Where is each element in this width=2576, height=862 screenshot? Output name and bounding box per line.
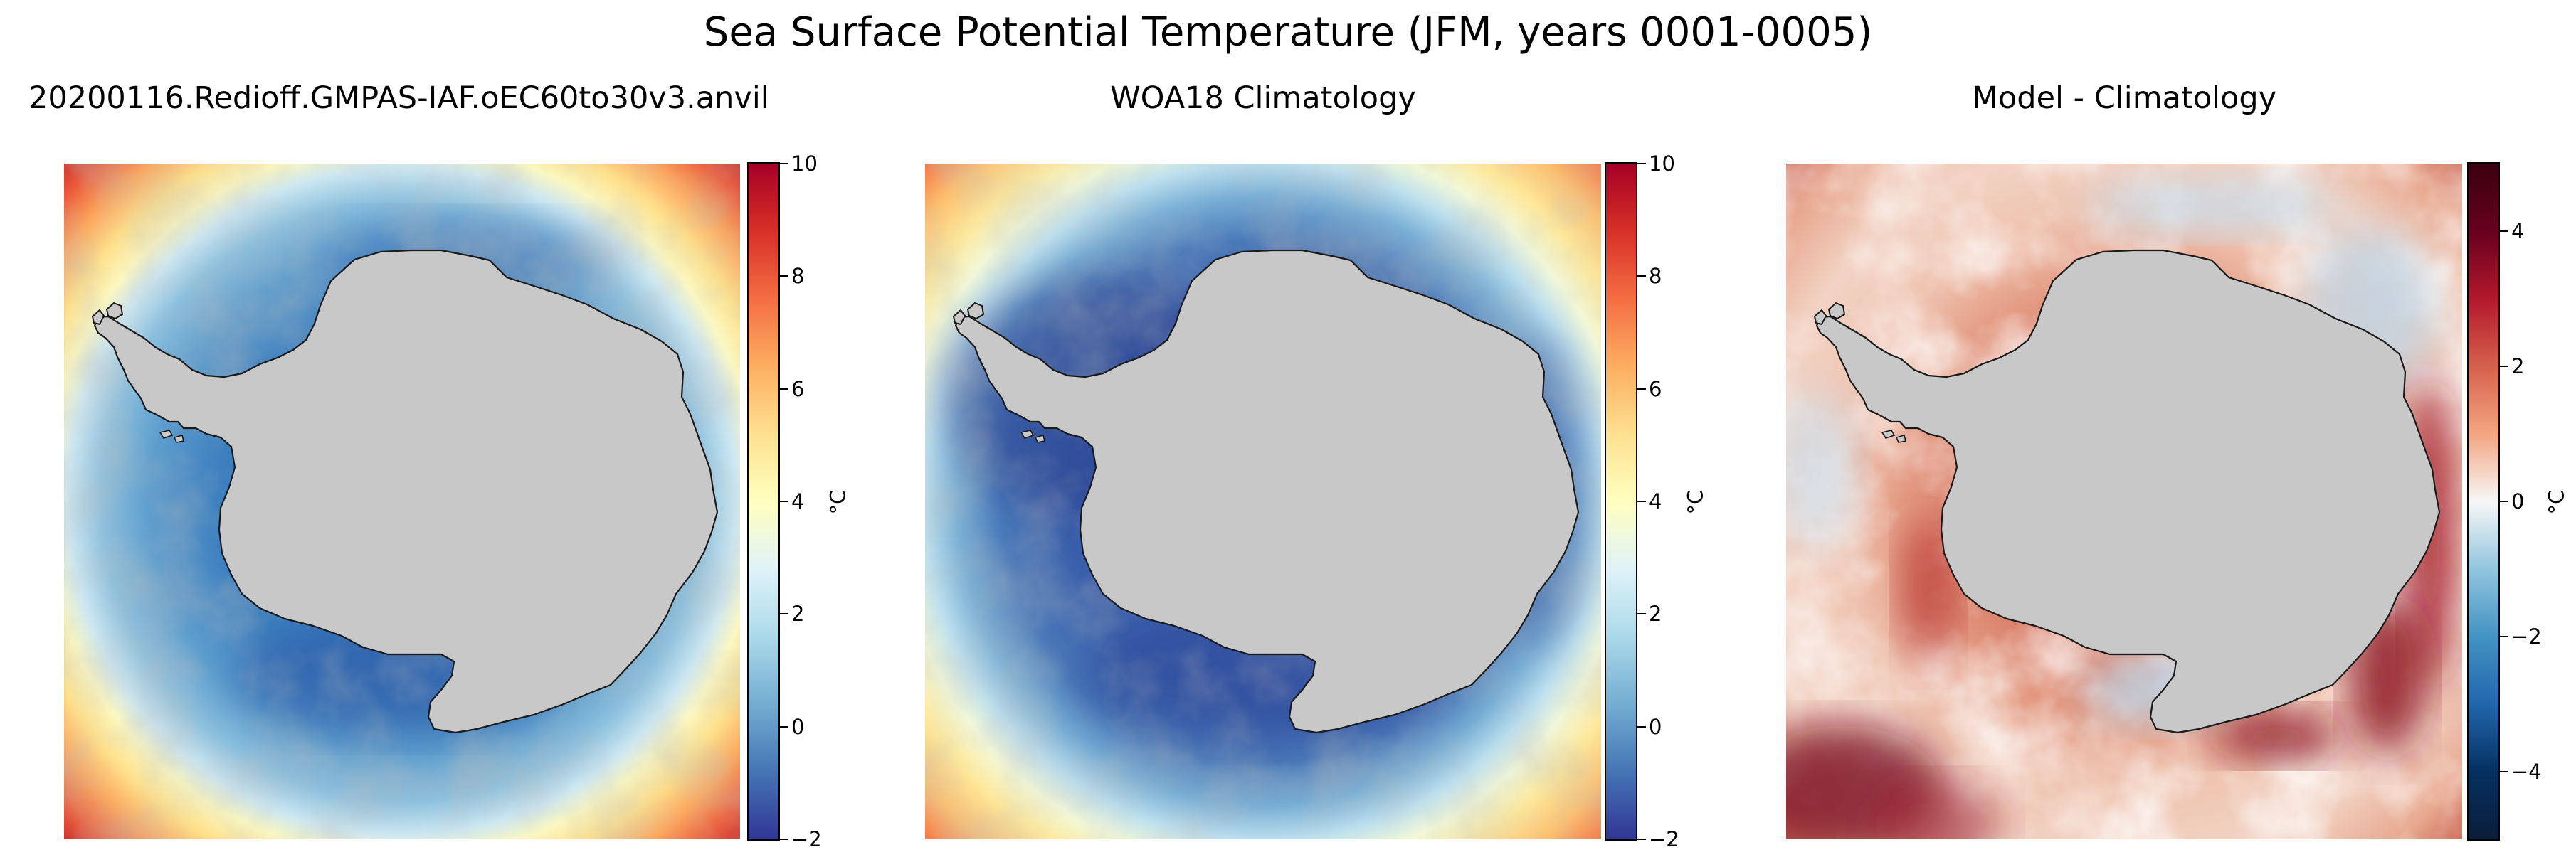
colorbar-tick-label: 2 — [1649, 602, 1662, 627]
colorbar-tick-label: 0 — [791, 714, 805, 739]
colorbar-difference-unit: °C — [2544, 489, 2569, 515]
colorbar-tick-label: 2 — [2511, 354, 2525, 378]
colorbar-tick-label: 0 — [1649, 714, 1662, 739]
colorbar-tick — [780, 725, 788, 728]
colorbar-tick-label: 8 — [791, 264, 805, 289]
colorbar-tick — [2500, 501, 2508, 502]
colorbar-tick — [780, 839, 788, 840]
colorbar-woa18 — [1605, 162, 1637, 841]
colorbar-tick — [780, 501, 788, 502]
colorbar-woa18-unit: °C — [1683, 489, 1708, 515]
colorbar-tick — [1637, 725, 1646, 728]
map-model-minus-climatology — [1786, 164, 2462, 839]
colorbar-tick — [780, 613, 788, 615]
colorbar-tick-label: −4 — [2511, 760, 2542, 784]
colorbar-tick-label: 6 — [791, 376, 805, 401]
colorbar-tick-label: 2 — [791, 602, 805, 627]
figure-title: Sea Surface Potential Temperature (JFM, … — [703, 9, 1873, 55]
colorbar-tick — [1637, 163, 1646, 164]
colorbar-model-unit: °C — [825, 489, 850, 515]
colorbar-tick — [1637, 613, 1646, 615]
colorbar-tick — [780, 163, 788, 164]
colorbar-tick-label: 4 — [791, 489, 805, 514]
map-woa18-sst — [925, 164, 1601, 839]
colorbar-tick — [2500, 636, 2508, 637]
colorbar-tick-label: 6 — [1649, 376, 1662, 401]
colorbar-tick-label: 4 — [2511, 219, 2525, 243]
colorbar-tick-label: 10 — [1649, 151, 1675, 176]
colorbar-tick — [1637, 839, 1646, 840]
colorbar-model — [747, 162, 780, 841]
map-model-sst — [64, 164, 740, 839]
colorbar-tick — [2500, 771, 2508, 772]
colorbar-tick-label: 4 — [1649, 489, 1662, 514]
panel-3-title: Model - Climatology — [1971, 80, 2277, 116]
colorbar-tick — [780, 275, 788, 277]
colorbar-tick — [1637, 275, 1646, 277]
colorbar-tick-label: 0 — [2511, 489, 2525, 514]
colorbar-tick-label: −2 — [1649, 827, 1679, 851]
colorbar-tick — [780, 388, 788, 390]
panel-2-title: WOA18 Climatology — [1110, 80, 1416, 116]
colorbar-difference — [2467, 162, 2500, 841]
colorbar-tick — [1637, 388, 1646, 390]
colorbar-tick — [1637, 501, 1646, 502]
colorbar-tick-label: −2 — [791, 827, 822, 851]
colorbar-tick — [2500, 366, 2508, 367]
colorbar-tick-label: −2 — [2511, 624, 2542, 649]
panel-1-title: 20200116.Redioff.GMPAS-IAF.oEC60to30v3.a… — [28, 80, 769, 116]
colorbar-tick-label: 8 — [1649, 264, 1662, 289]
colorbar-tick — [2500, 230, 2508, 232]
colorbar-tick-label: 10 — [791, 151, 818, 176]
